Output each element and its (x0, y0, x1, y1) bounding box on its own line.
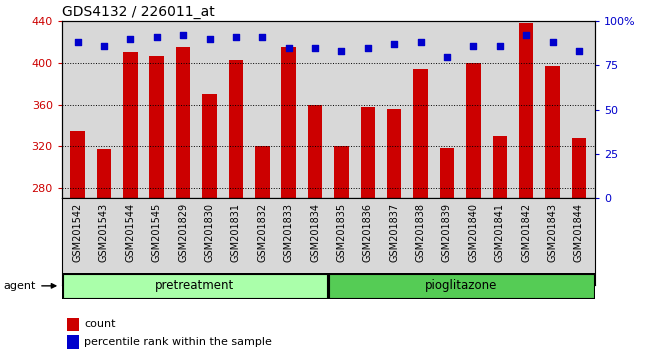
Bar (97, 149, 111, 354)
Bar (67, 318, 79, 331)
Bar (519, 23, 534, 354)
Point (204, 36, 214, 42)
Point (547, 40, 558, 45)
Point (574, 48, 584, 54)
Bar (281, 47, 296, 354)
Point (151, 34, 162, 40)
Text: GSM201831: GSM201831 (231, 202, 241, 262)
Bar (493, 136, 507, 354)
Text: GSM201837: GSM201837 (389, 202, 399, 262)
Point (442, 54, 452, 59)
Text: GSM201832: GSM201832 (257, 202, 267, 262)
Point (283, 45, 294, 51)
Text: GSM201829: GSM201829 (178, 202, 188, 262)
Point (336, 48, 346, 54)
Text: GSM201844: GSM201844 (574, 202, 584, 262)
Text: GSM201833: GSM201833 (283, 202, 294, 262)
Point (178, 33, 188, 38)
Point (257, 34, 268, 40)
Point (363, 45, 373, 51)
Text: agent: agent (3, 281, 36, 291)
Text: GSM201542: GSM201542 (73, 202, 83, 262)
Text: GSM201544: GSM201544 (125, 202, 135, 262)
Text: GSM201545: GSM201545 (151, 202, 162, 262)
Bar (62, 274, 328, 298)
Point (389, 41, 399, 47)
Bar (334, 146, 348, 354)
Bar (202, 94, 216, 354)
Text: GSM201543: GSM201543 (99, 202, 109, 262)
Bar (308, 104, 322, 354)
Point (72, 40, 83, 45)
Text: GSM201840: GSM201840 (469, 202, 478, 262)
Bar (70, 131, 85, 354)
Text: pioglitazone: pioglitazone (425, 279, 498, 292)
Text: GSM201836: GSM201836 (363, 202, 373, 262)
Bar (571, 138, 586, 354)
Point (310, 45, 320, 51)
Text: pretreatment: pretreatment (155, 279, 235, 292)
Text: GSM201842: GSM201842 (521, 202, 531, 262)
Bar (545, 66, 560, 354)
Point (468, 43, 478, 49)
Text: GSM201834: GSM201834 (310, 202, 320, 262)
Bar (67, 335, 79, 349)
Bar (255, 146, 270, 354)
Text: GSM201839: GSM201839 (442, 202, 452, 262)
Point (521, 33, 531, 38)
Point (415, 40, 426, 45)
Text: GSM201830: GSM201830 (205, 202, 214, 262)
Text: count: count (84, 319, 116, 329)
Text: GSM201835: GSM201835 (337, 202, 346, 262)
Bar (229, 60, 243, 354)
Text: GDS4132 / 226011_at: GDS4132 / 226011_at (62, 5, 214, 19)
Text: GSM201841: GSM201841 (495, 202, 505, 262)
Text: GSM201838: GSM201838 (415, 202, 426, 262)
Point (495, 43, 505, 49)
Bar (329, 274, 594, 298)
Text: GSM201843: GSM201843 (547, 202, 558, 262)
Bar (176, 47, 190, 354)
Bar (150, 56, 164, 354)
Bar (123, 52, 138, 354)
Text: percentile rank within the sample: percentile rank within the sample (84, 337, 272, 347)
Point (125, 36, 136, 42)
Bar (440, 148, 454, 354)
Point (231, 34, 241, 40)
Bar (361, 107, 375, 354)
Bar (413, 69, 428, 354)
Bar (466, 63, 480, 354)
Point (99, 43, 109, 49)
Bar (387, 109, 402, 354)
